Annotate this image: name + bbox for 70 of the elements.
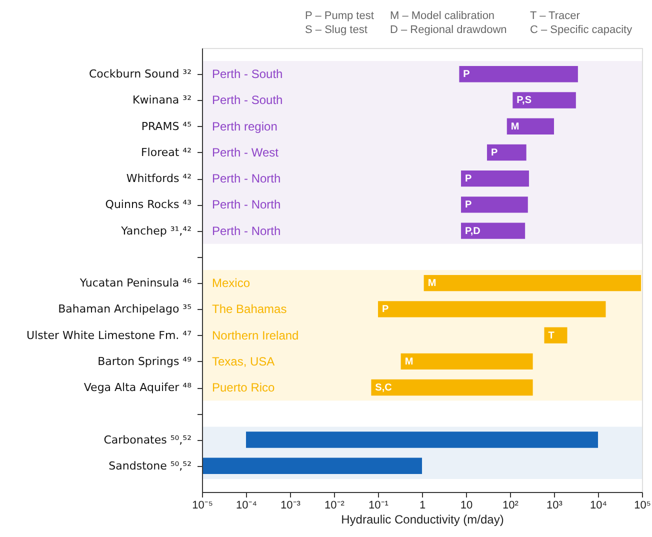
bar <box>400 353 533 370</box>
annotation: Perth - North <box>212 224 281 238</box>
bar <box>506 118 554 134</box>
annotation: Perth - South <box>212 93 283 108</box>
annotation: P <box>382 304 389 316</box>
y-tick-label: Vega Alta Aquifer ⁴⁸ <box>84 381 192 394</box>
text: T – Tracer <box>530 10 580 22</box>
bar <box>424 274 642 292</box>
text: C – Specific capacity <box>530 24 633 36</box>
annotation: P <box>463 69 470 80</box>
bar <box>459 66 578 82</box>
text: S – Slug test <box>305 24 368 36</box>
annotation: M <box>404 356 414 368</box>
annotation: Perth - West <box>212 145 280 160</box>
bar <box>378 301 606 318</box>
annotation: Perth - North <box>212 172 281 186</box>
annotation: P <box>490 147 498 158</box>
y-tick-label: Barton Springs ⁴⁹ <box>98 354 192 368</box>
x-tick-label: 10⁻⁵ <box>192 500 213 512</box>
annotation: T <box>548 330 554 342</box>
text: P – Pump test <box>305 10 374 22</box>
x-tick-label: 10 <box>460 500 473 512</box>
annotation: The Bahamas <box>212 302 287 316</box>
bar <box>512 92 576 108</box>
y-tick-label: Sandstone ⁵⁰,⁵² <box>108 459 192 472</box>
annotation: P <box>465 174 472 185</box>
y-tick-label: Quinns Rocks ⁴³ <box>105 198 192 212</box>
y-tick-label: Cockburn Sound ³² <box>88 68 192 81</box>
text: D – Regional drawdown <box>390 24 507 36</box>
y-tick-label: Yanchep ³¹,⁴² <box>120 224 192 238</box>
bar <box>461 196 528 213</box>
y-tick-label: Floreat ⁴² <box>140 146 192 159</box>
y-tick-label: PRAMS ⁴⁵ <box>141 120 192 133</box>
x-tick-label: 10² <box>502 500 519 512</box>
y-tick-label: Carbonates ⁵⁰,⁵² <box>104 433 192 446</box>
annotation: P <box>465 200 472 211</box>
x-tick-label: 10⁴ <box>590 500 608 512</box>
bar <box>544 327 568 344</box>
bar <box>371 379 533 396</box>
x-tick-label: 10⁻¹ <box>368 500 389 512</box>
annotation: Mexico <box>212 276 250 290</box>
annotation: S,C <box>375 382 392 394</box>
annotation: Perth region <box>212 119 278 134</box>
x-tick-label: 10³ <box>546 500 563 512</box>
x-tick-label: 10⁻³ <box>280 500 301 512</box>
annotation: Northern Ireland <box>212 328 299 342</box>
annotation: M <box>428 278 436 290</box>
annotation: Perth - South <box>212 67 283 82</box>
bar <box>461 222 526 239</box>
annotation: P,D <box>465 226 480 237</box>
annotation: Texas, USA <box>212 354 275 368</box>
y-tick-label: Ulster White Limestone Fm. ⁴⁷ <box>26 328 192 342</box>
bar <box>486 144 526 161</box>
y-tick-label: Whitfords ⁴² <box>126 172 192 186</box>
y-tick-label: Kwinana ³² <box>132 94 192 107</box>
x-tick-label: 10⁻² <box>324 500 345 512</box>
annotation: P,S <box>516 95 532 106</box>
annotation: Perth - North <box>212 198 281 212</box>
annotation: Puerto Rico <box>212 380 276 395</box>
text: M – Model calibration <box>390 10 495 22</box>
x-tick-label: 10⁻⁴ <box>236 500 258 512</box>
x-tick-label: 10⁵ <box>634 500 651 512</box>
annotation: M <box>510 121 520 132</box>
bar <box>461 170 529 187</box>
bar <box>246 432 598 448</box>
y-tick-label: Bahaman Archipelago ³⁵ <box>58 302 192 316</box>
x-tick-label: 1 <box>419 500 426 512</box>
x-axis-title: Hydraulic Conductivity (m/day) <box>341 512 504 526</box>
y-tick-label: Yucatan Peninsula ⁴⁶ <box>78 276 192 290</box>
bar <box>202 458 422 474</box>
